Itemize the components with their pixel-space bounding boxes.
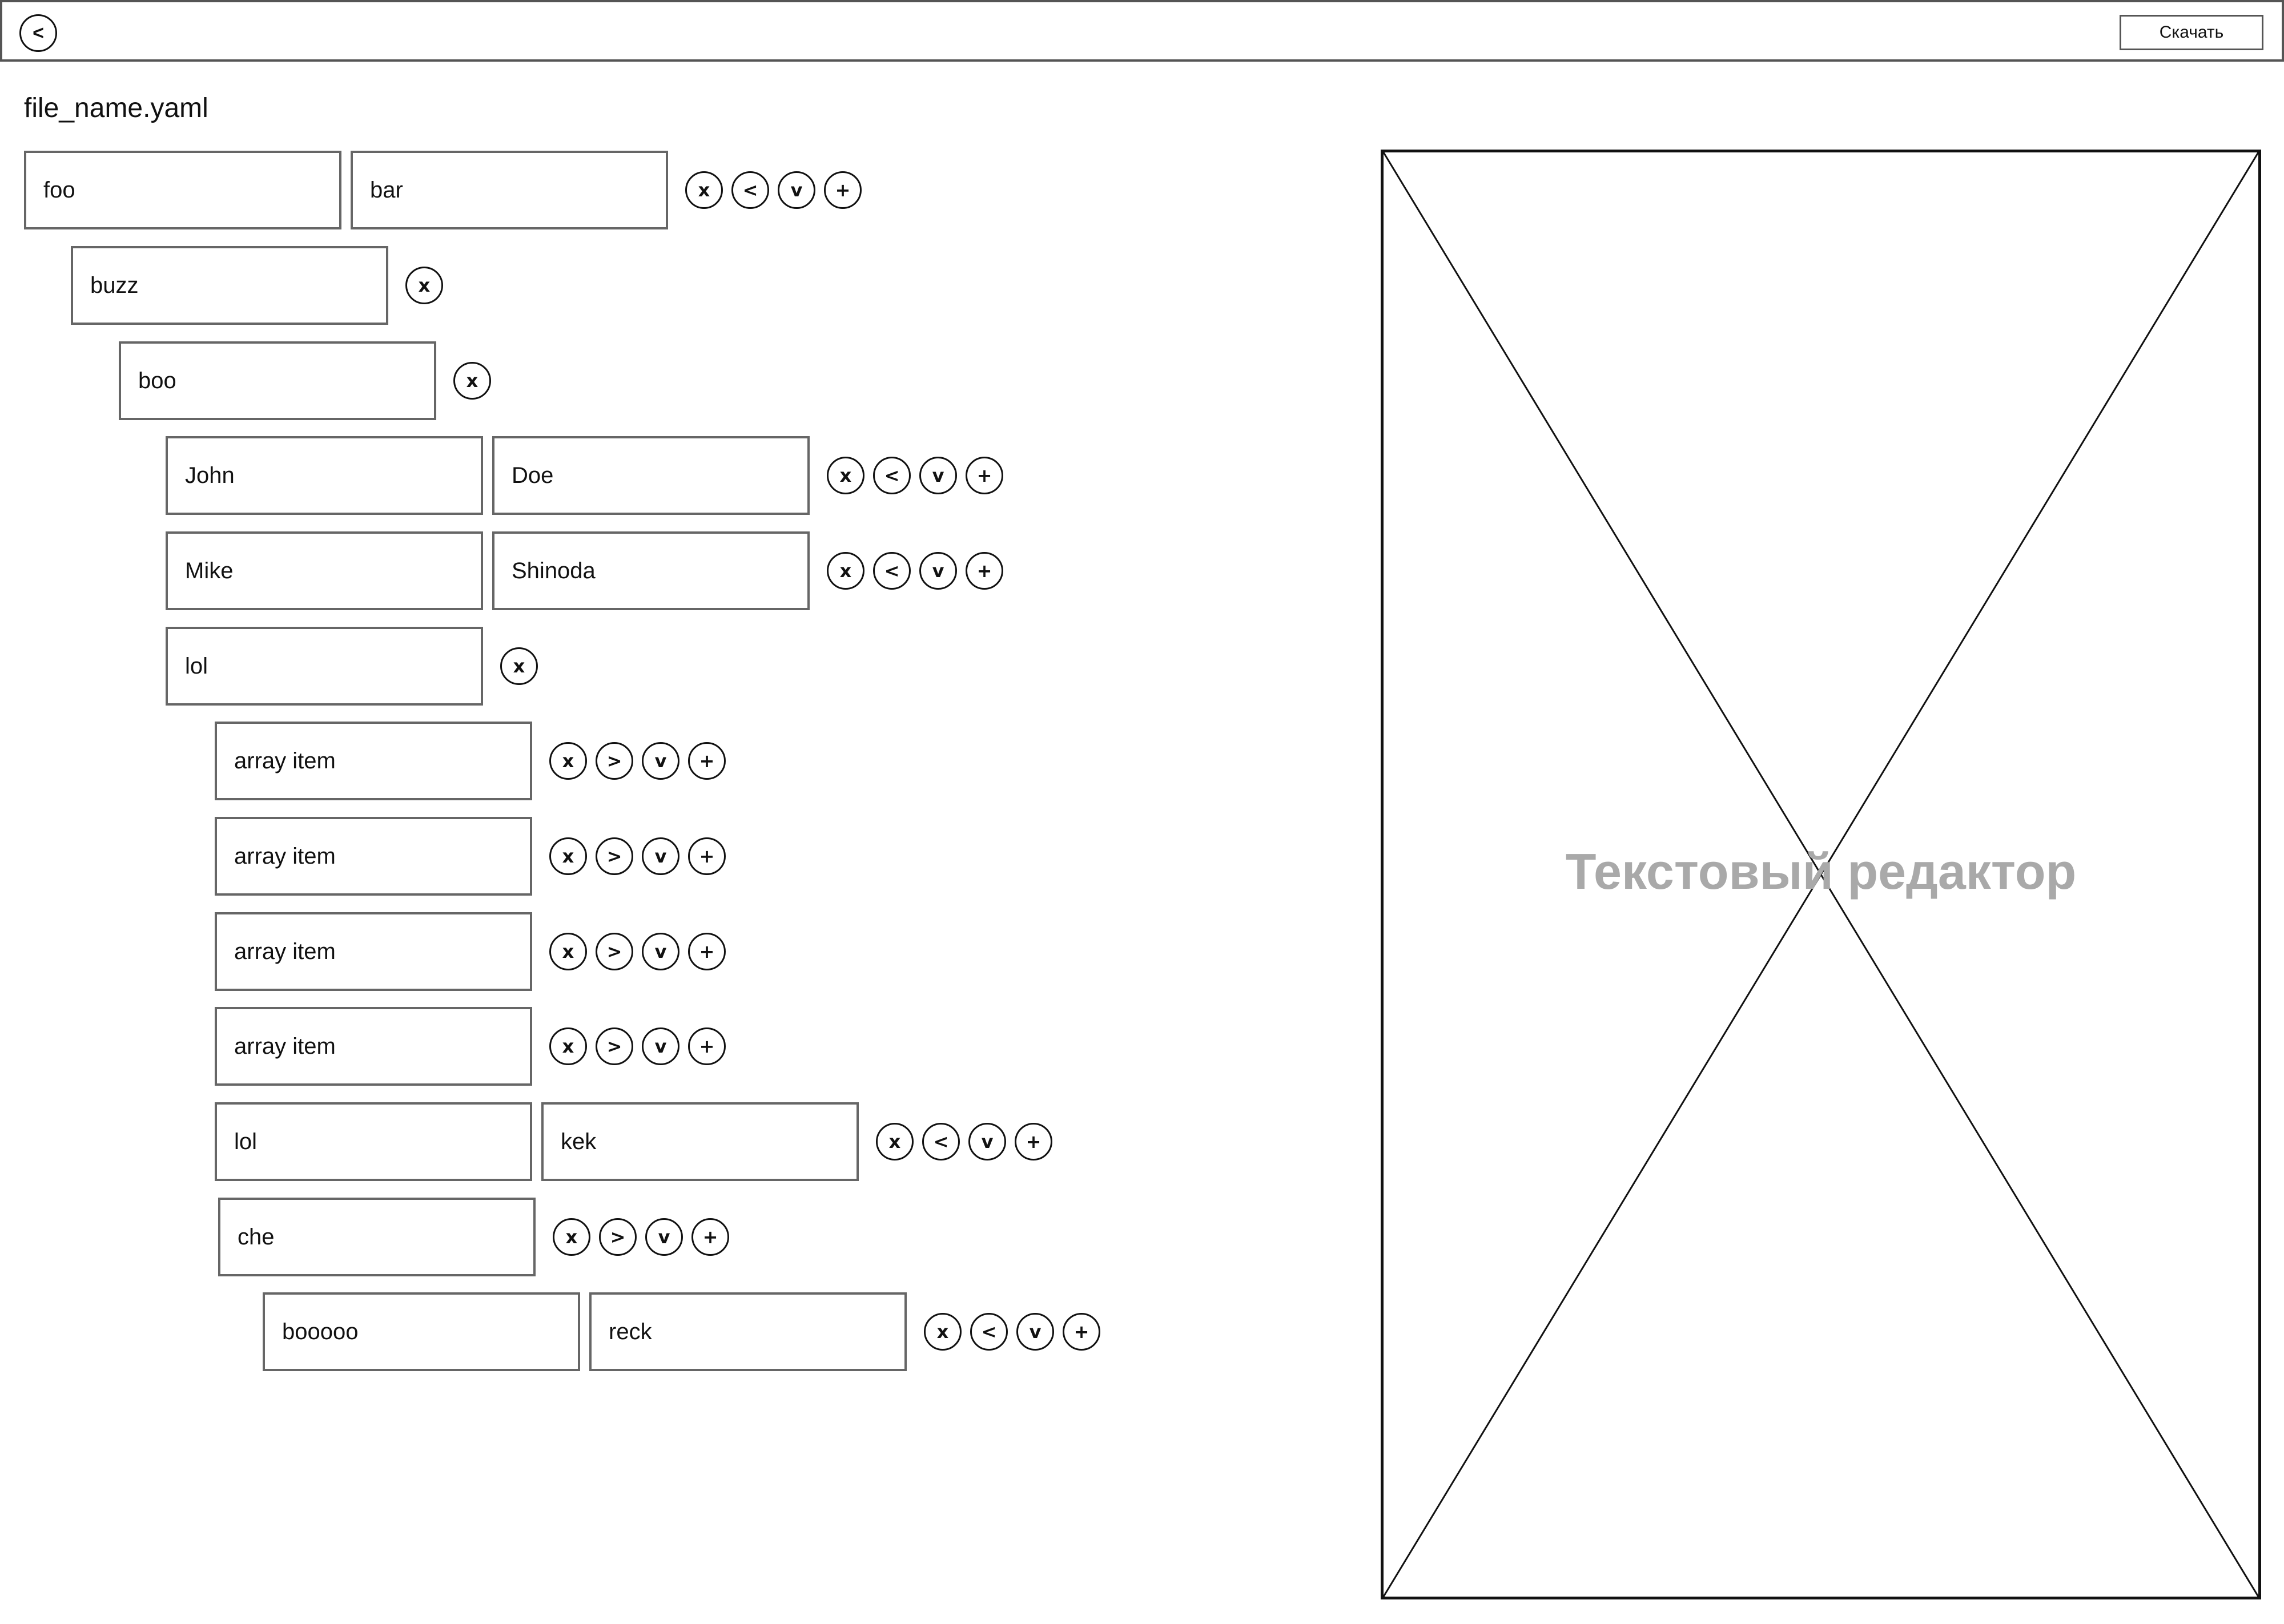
row-actions: x < v +	[876, 1123, 1052, 1160]
delete-icon[interactable]: x	[549, 742, 587, 780]
array-item-field[interactable]: array item	[215, 912, 532, 991]
delete-icon[interactable]: x	[876, 1123, 914, 1160]
add-icon[interactable]: +	[691, 1218, 729, 1256]
collapse-icon[interactable]: <	[873, 457, 911, 494]
row-actions: x > v +	[549, 837, 726, 875]
delete-icon[interactable]: x	[549, 1027, 587, 1065]
move-down-icon[interactable]: v	[1016, 1313, 1054, 1351]
move-down-icon[interactable]: v	[642, 837, 679, 875]
array-item-field[interactable]: array item	[215, 817, 532, 896]
key-field[interactable]: Mike	[166, 531, 483, 610]
key-field[interactable]: John	[166, 436, 483, 515]
row-actions: x > v +	[549, 933, 726, 970]
move-down-icon[interactable]: v	[642, 933, 679, 970]
array-item-field[interactable]: array item	[215, 1007, 532, 1086]
delete-icon[interactable]: x	[827, 552, 864, 590]
top-bar: < Скачать	[0, 0, 2284, 62]
delete-icon[interactable]: x	[405, 267, 443, 304]
key-field[interactable]: booooo	[263, 1292, 580, 1371]
value-field[interactable]: kek	[541, 1102, 859, 1181]
expand-icon[interactable]: >	[596, 1027, 633, 1065]
collapse-icon[interactable]: <	[922, 1123, 960, 1160]
key-field[interactable]: boo	[119, 341, 436, 420]
move-down-icon[interactable]: v	[778, 171, 815, 209]
key-field[interactable]: lol	[166, 627, 483, 706]
row-actions: x < v +	[827, 552, 1003, 590]
row-actions: x > v +	[549, 742, 726, 780]
text-editor-panel[interactable]: Текстовый редактор	[1381, 150, 2261, 1599]
delete-icon[interactable]: x	[924, 1313, 962, 1351]
text-editor-label: Текстовый редактор	[1565, 843, 2077, 900]
row-actions: x	[453, 362, 491, 400]
row-actions: x < v +	[685, 171, 862, 209]
value-field[interactable]: Doe	[492, 436, 810, 515]
delete-icon[interactable]: x	[500, 647, 538, 685]
move-down-icon[interactable]: v	[919, 552, 957, 590]
delete-icon[interactable]: x	[553, 1218, 590, 1256]
expand-icon[interactable]: >	[599, 1218, 637, 1256]
row-actions: x	[500, 647, 538, 685]
move-down-icon[interactable]: v	[968, 1123, 1006, 1160]
array-item-field[interactable]: array item	[215, 722, 532, 800]
key-field[interactable]: buzz	[71, 246, 388, 325]
row-actions: x < v +	[924, 1313, 1100, 1351]
row-actions: x > v +	[549, 1027, 726, 1065]
move-down-icon[interactable]: v	[645, 1218, 683, 1256]
array-item-field[interactable]: che	[218, 1198, 536, 1276]
expand-icon[interactable]: >	[596, 837, 633, 875]
collapse-icon[interactable]: <	[873, 552, 911, 590]
value-field[interactable]: bar	[351, 151, 668, 229]
delete-icon[interactable]: x	[549, 837, 587, 875]
delete-icon[interactable]: x	[549, 933, 587, 970]
delete-icon[interactable]: x	[453, 362, 491, 400]
add-icon[interactable]: +	[688, 933, 726, 970]
add-icon[interactable]: +	[688, 1027, 726, 1065]
expand-icon[interactable]: >	[596, 933, 633, 970]
placeholder-cross-icon	[1384, 152, 2258, 1597]
move-down-icon[interactable]: v	[642, 1027, 679, 1065]
file-title: file_name.yaml	[24, 93, 208, 123]
download-button[interactable]: Скачать	[2120, 15, 2263, 50]
add-icon[interactable]: +	[1063, 1313, 1100, 1351]
row-actions: x	[405, 267, 443, 304]
add-icon[interactable]: +	[1015, 1123, 1052, 1160]
delete-icon[interactable]: x	[685, 171, 723, 209]
delete-icon[interactable]: x	[827, 457, 864, 494]
value-field[interactable]: reck	[589, 1292, 907, 1371]
add-icon[interactable]: +	[688, 742, 726, 780]
add-icon[interactable]: +	[824, 171, 862, 209]
key-field[interactable]: lol	[215, 1102, 532, 1181]
add-icon[interactable]: +	[688, 837, 726, 875]
move-down-icon[interactable]: v	[919, 457, 957, 494]
move-down-icon[interactable]: v	[642, 742, 679, 780]
collapse-icon[interactable]: <	[731, 171, 769, 209]
add-icon[interactable]: +	[966, 552, 1003, 590]
row-actions: x > v +	[553, 1218, 729, 1256]
row-actions: x < v +	[827, 457, 1003, 494]
expand-icon[interactable]: >	[596, 742, 633, 780]
back-button[interactable]: <	[19, 14, 57, 52]
value-field[interactable]: Shinoda	[492, 531, 810, 610]
add-icon[interactable]: +	[966, 457, 1003, 494]
key-field[interactable]: foo	[24, 151, 341, 229]
collapse-icon[interactable]: <	[970, 1313, 1008, 1351]
